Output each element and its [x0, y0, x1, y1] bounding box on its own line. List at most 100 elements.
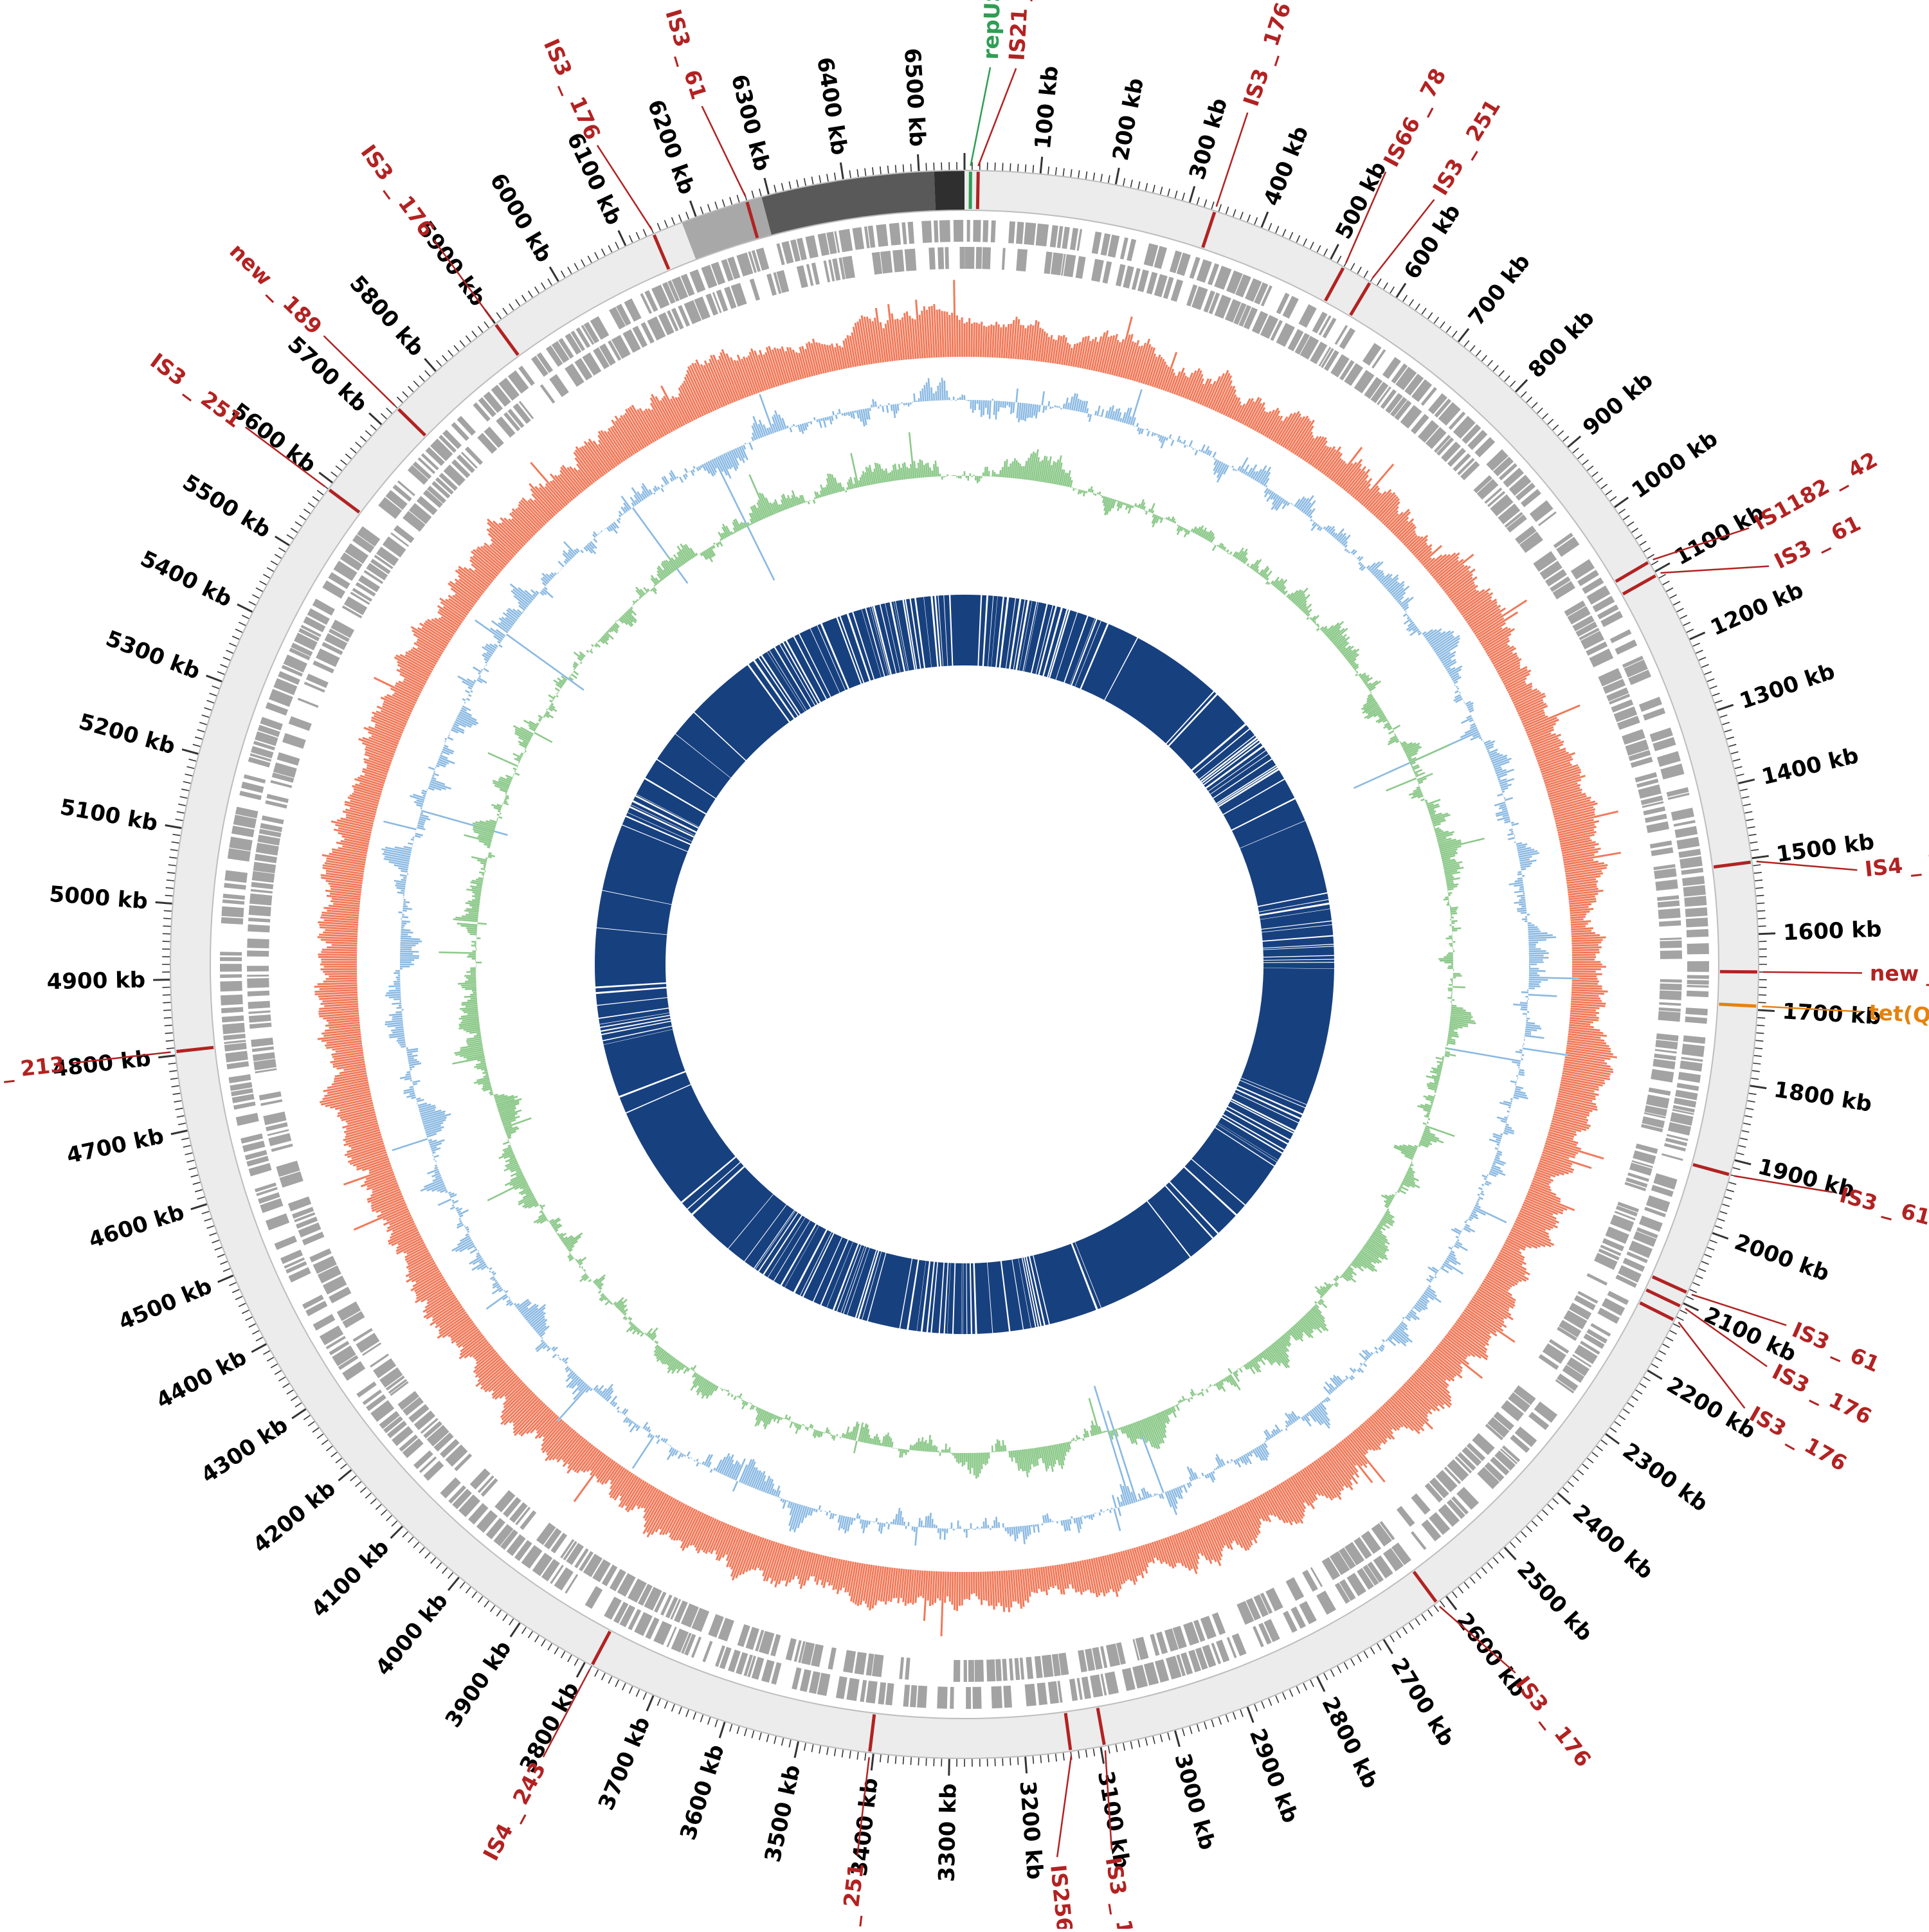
annotation-label: new _ 189 — [1870, 961, 1929, 987]
annotation-label: IS66 _ 78 — [1379, 64, 1451, 171]
blue-histogram — [381, 378, 1579, 1546]
tick-label: 5400 kb — [136, 546, 236, 613]
alignment-ring — [630, 630, 1299, 1299]
tick-label: 3700 kb — [593, 1713, 656, 1814]
tick-label: 6500 kb — [899, 48, 930, 147]
tick-label: 500 kb — [1330, 158, 1391, 244]
tick-label: 6400 kb — [811, 55, 852, 157]
tick-label: 2500 kb — [1512, 1557, 1598, 1647]
tick-label: 2200 kb — [1662, 1372, 1760, 1445]
tick-label: 4700 kb — [64, 1123, 166, 1169]
annotation-leader — [1057, 1756, 1071, 1857]
tick-label: 3300 kb — [934, 1783, 962, 1882]
tick-label: 5800 kb — [344, 271, 429, 361]
tick-label: 3500 kb — [760, 1763, 806, 1864]
tick-label: 4800 kb — [51, 1045, 152, 1082]
tick-label: 4100 kb — [306, 1535, 394, 1623]
annotation-label: IS1182 _ 42 — [1750, 447, 1881, 536]
tick-label: 3900 kb — [440, 1636, 517, 1733]
tick-label: 5300 kb — [102, 626, 204, 685]
tick-label: 1000 kb — [1627, 426, 1723, 503]
tick-label: 4500 kb — [115, 1273, 216, 1335]
annotation-label: IS3 _ 61 — [1788, 1317, 1883, 1377]
annotation-mark — [1720, 971, 1757, 972]
tick-label: 2700 kb — [1386, 1654, 1460, 1751]
tick-label: 5100 kb — [58, 794, 159, 836]
tick-label: 1500 kb — [1775, 829, 1876, 867]
tick-label: 700 kb — [1463, 249, 1535, 331]
annotation-label: tet(Q) — [1868, 1000, 1929, 1029]
annotation-leader — [1763, 972, 1862, 973]
tick-label: 4200 kb — [248, 1476, 341, 1558]
tick-label: 2100 kb — [1700, 1302, 1800, 1368]
annotation-label: IS256 _ 47 — [1046, 1863, 1083, 1929]
tick-label: 900 kb — [1578, 367, 1658, 441]
tick-label: 2900 kb — [1244, 1725, 1303, 1827]
tick-label: 100 kb — [1030, 65, 1064, 150]
tick-label: 3000 kb — [1169, 1751, 1220, 1853]
annotation-label: IS3 _ 61 — [660, 6, 712, 103]
tick-label: 3800 kb — [515, 1678, 584, 1777]
tick-label: 5200 kb — [76, 709, 178, 759]
tick-label: 200 kb — [1108, 76, 1149, 163]
annotation-label: new _ 189 — [224, 239, 327, 339]
backbone-outline-inner — [210, 210, 1719, 1719]
annotation-mark — [1719, 1004, 1756, 1006]
tick-label: 3200 kb — [1015, 1780, 1048, 1881]
annotation-label: IS21 _ 259 — [1004, 0, 1036, 61]
tick-label: 6000 kb — [484, 169, 557, 267]
annotation-label: IS3 _ 251 — [1427, 95, 1505, 199]
annotation-label: IS481 _ 213 — [0, 1051, 66, 1091]
annotation-leader — [434, 240, 493, 320]
contig-segment-contig-4 — [935, 190, 964, 191]
tick-label: 300 kb — [1184, 95, 1233, 183]
annotation-label: IS3 _ 61 — [1837, 1182, 1929, 1230]
tick-label: 5700 kb — [282, 331, 372, 417]
annotation-label: IS3 _ 176 — [1238, 0, 1296, 109]
tick-label: 1300 kb — [1737, 658, 1838, 714]
tick-label: 1600 kb — [1782, 916, 1882, 946]
tick-label: 4400 kb — [152, 1344, 251, 1414]
tick-label: 4600 kb — [86, 1199, 187, 1254]
tick-label: 1800 kb — [1772, 1077, 1874, 1117]
annotation-label: IS3 _ 251 — [831, 1862, 869, 1929]
tick-label: 4000 kb — [370, 1588, 453, 1681]
annotation-label: IS3 _ 176 — [356, 140, 439, 242]
tick-label: 5500 kb — [178, 469, 275, 543]
annotation-label: IS3 _ 176 — [539, 35, 606, 143]
annotation-label: repUS2 — [978, 0, 1006, 60]
tick-label: 1100 kb — [1671, 500, 1769, 571]
tick-label: 3100 kb — [1092, 1769, 1135, 1871]
tick-label: 6200 kb — [642, 96, 700, 198]
tick-label: 5000 kb — [48, 881, 149, 915]
backbone-ring — [190, 190, 1739, 1738]
annotation-mark — [977, 172, 978, 209]
tick-label: 4300 kb — [197, 1412, 293, 1488]
annotation-label: IS3 _ 251 — [145, 348, 246, 432]
tick-label: 6300 kb — [726, 72, 775, 174]
tick-label: 400 kb — [1259, 123, 1314, 210]
tick-label: 800 kb — [1523, 305, 1600, 383]
annotation-label: IS4 _ 243 — [478, 1758, 550, 1864]
tick-label: 2300 kb — [1618, 1438, 1712, 1517]
tick-label: 2400 kb — [1568, 1500, 1658, 1585]
tick-label: 4900 kb — [46, 967, 145, 995]
annotation-leader — [978, 68, 1016, 166]
annotation-label: IS3 _ 176 — [1101, 1855, 1143, 1929]
tick-label: 3600 kb — [675, 1742, 730, 1843]
tick-label: 1400 kb — [1759, 743, 1861, 790]
gene-blocks-forward — [220, 220, 1709, 1709]
annotation-leader — [971, 68, 991, 166]
orange-histogram — [314, 280, 1621, 1636]
tick-label: 1700 kb — [1782, 998, 1881, 1030]
annotation-leader — [1661, 566, 1770, 573]
tick-label: 2000 kb — [1731, 1229, 1833, 1287]
gene-blocks-reverse — [247, 247, 1682, 1682]
tick-label: 1200 kb — [1707, 577, 1807, 641]
tick-label: 2800 kb — [1316, 1693, 1383, 1792]
tick-label: 6100 kb — [561, 129, 627, 229]
annotation-label: IS3 _ 176 — [1510, 1672, 1597, 1772]
tick-label: 600 kb — [1399, 200, 1466, 284]
